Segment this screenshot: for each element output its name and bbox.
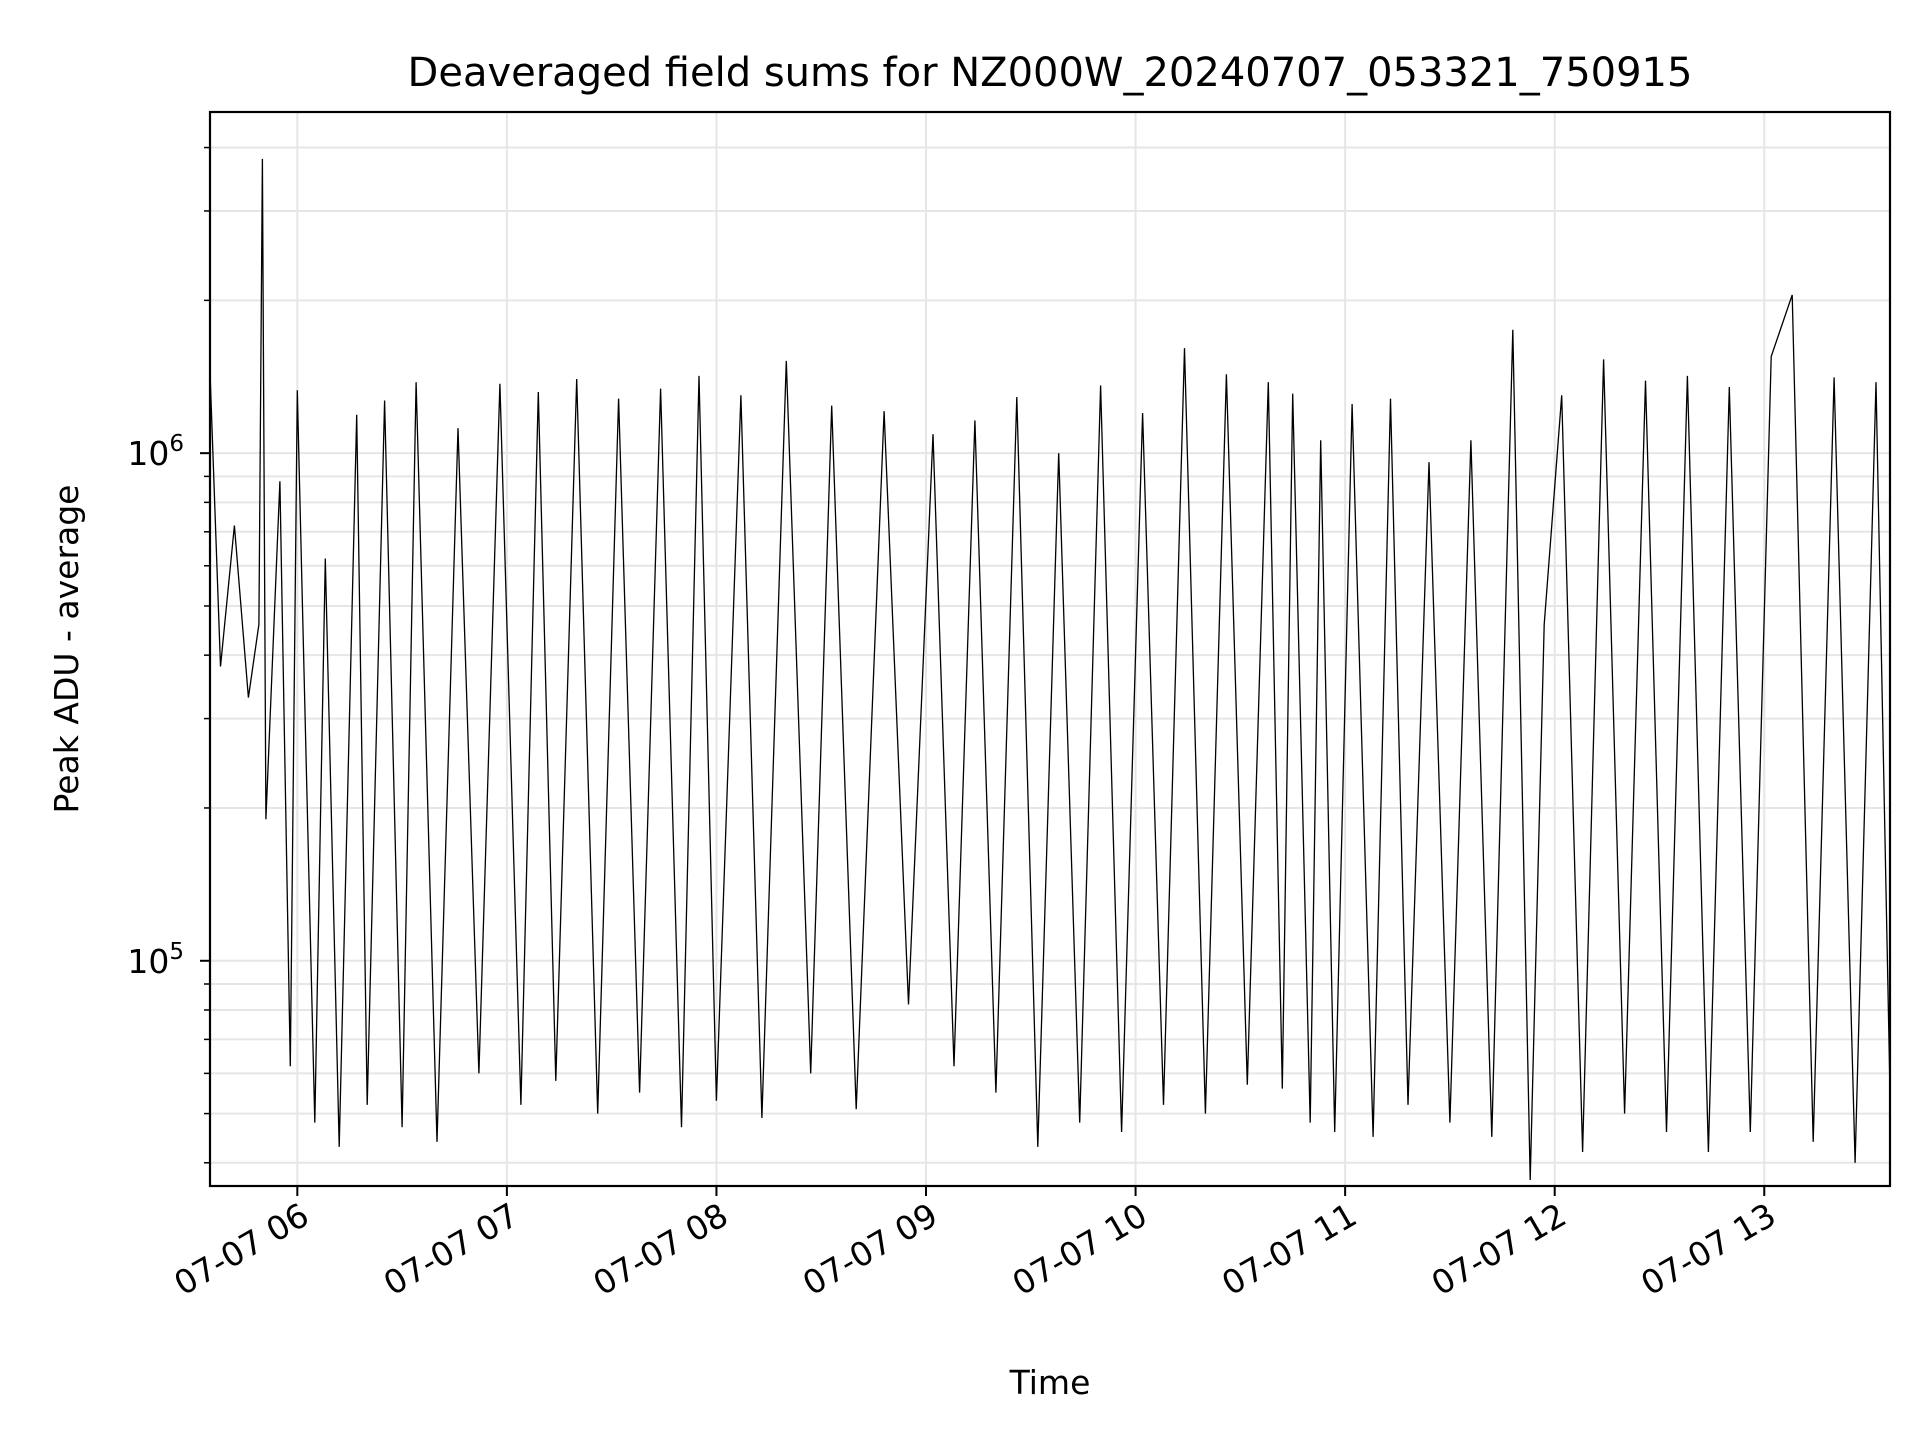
x-tick-label: 07-07 06 [167,1195,315,1303]
minor-gridlines [210,146,1890,1164]
series-line [209,158,1891,1181]
x-axis: 07-07 06 07-07 07 07-07 08 07-07 09 07-07 10… [167,1186,1782,1303]
x-tick-label: 07-07 08 [586,1195,734,1303]
chart-title: Deaveraged field sums for NZ000W_2024070… [408,50,1693,96]
major-gridlines [210,112,1890,1186]
x-tick-label: 07-07 12 [1425,1195,1573,1303]
y-axis-title: Peak ADU - average [47,485,86,814]
x-tick-label: 07-07 10 [1006,1195,1154,1303]
x-axis-title: Time [1009,1363,1091,1402]
y-tick-label: 105 [127,939,184,981]
x-tick-label: 07-07 13 [1634,1195,1782,1303]
x-tick-label: 07-07 09 [796,1195,944,1303]
x-tick-label: 07-07 11 [1215,1195,1363,1303]
plot-series [209,158,1891,1181]
plot-frame [208,110,1892,1188]
x-tick-label: 07-07 07 [377,1195,525,1303]
y-axis: 105 106 [127,146,210,1164]
y-tick-label: 106 [127,431,184,473]
